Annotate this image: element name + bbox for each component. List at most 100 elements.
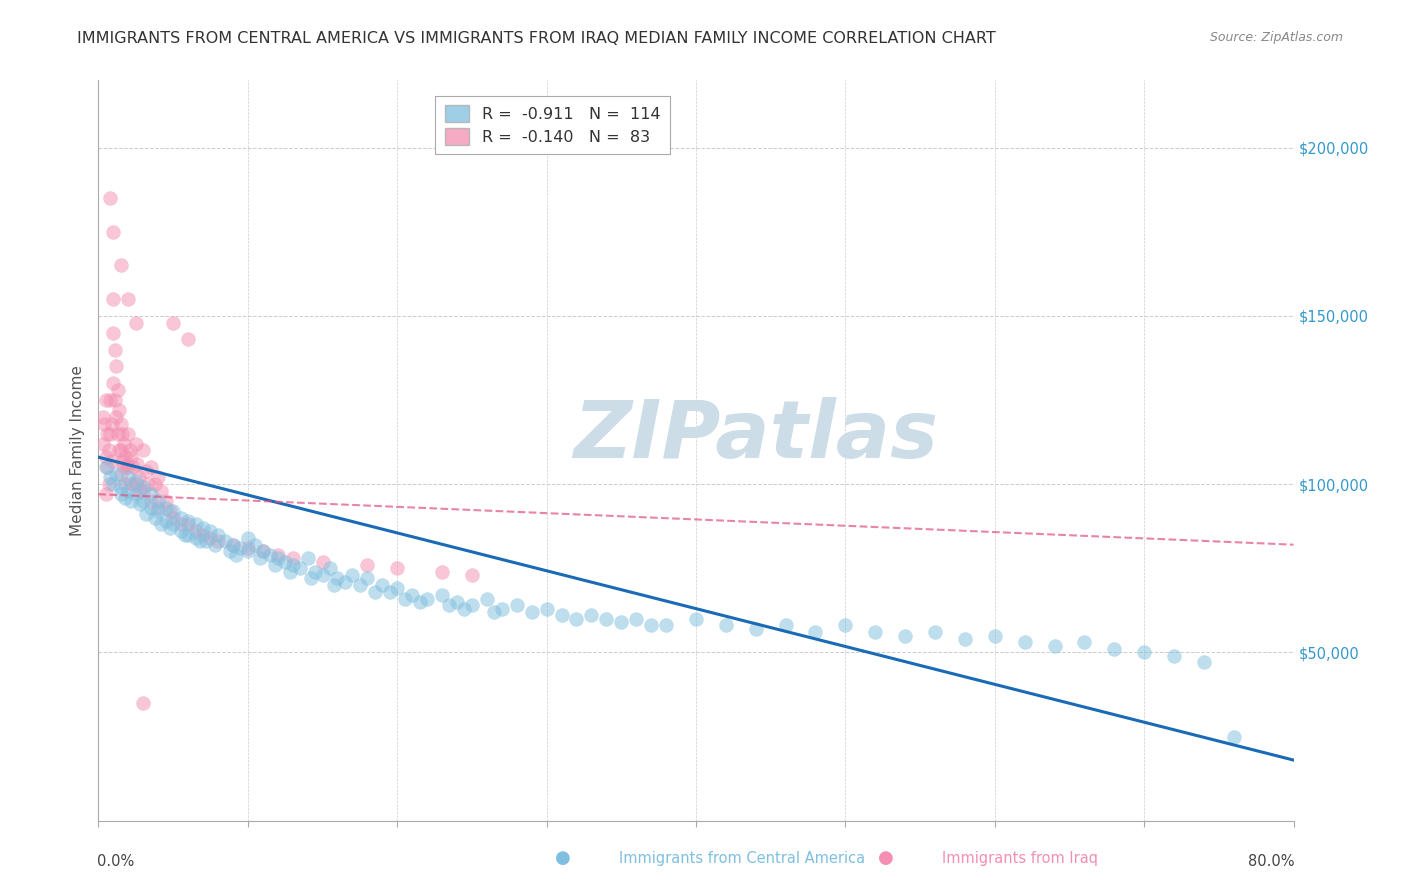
Point	[225, 548, 247, 562]
Point	[129, 497, 152, 511]
Point	[136, 477, 159, 491]
Point	[304, 565, 326, 579]
Point	[114, 450, 136, 465]
Point	[132, 443, 155, 458]
Point	[323, 578, 346, 592]
Point	[245, 538, 267, 552]
Point	[91, 436, 114, 450]
Point	[953, 632, 976, 646]
Point	[129, 483, 152, 498]
Point	[184, 524, 207, 539]
Point	[865, 625, 887, 640]
Point	[162, 504, 184, 518]
Point	[105, 359, 128, 374]
Point	[148, 494, 170, 508]
Point	[311, 568, 333, 582]
Point	[550, 608, 572, 623]
Y-axis label: Median Family Income: Median Family Income	[69, 365, 84, 536]
Point	[169, 524, 191, 539]
Point	[484, 605, 506, 619]
Point	[430, 565, 453, 579]
Point	[1014, 635, 1036, 649]
Point	[115, 457, 138, 471]
Point	[125, 487, 148, 501]
Text: Immigrants from Central America: Immigrants from Central America	[619, 851, 865, 865]
Point	[288, 561, 311, 575]
Point	[446, 595, 468, 609]
Point	[214, 534, 236, 549]
Point	[581, 608, 603, 623]
Point	[565, 612, 588, 626]
Point	[148, 500, 170, 515]
Point	[326, 571, 349, 585]
Point	[155, 500, 177, 515]
Point	[127, 457, 149, 471]
Point	[97, 477, 120, 491]
Point	[281, 558, 304, 572]
Point	[120, 477, 142, 491]
Point	[416, 591, 439, 606]
Legend: R =  -0.911   N =  114, R =  -0.140   N =  83: R = -0.911 N = 114, R = -0.140 N = 83	[436, 95, 669, 154]
Point	[108, 403, 131, 417]
Point	[249, 551, 271, 566]
Point	[112, 460, 135, 475]
Point	[610, 615, 633, 629]
Point	[94, 487, 117, 501]
Point	[125, 436, 148, 450]
Text: ●: ●	[554, 849, 571, 867]
Point	[117, 470, 139, 484]
Text: ●: ●	[877, 849, 894, 867]
Point	[894, 628, 917, 642]
Point	[108, 443, 131, 458]
Point	[207, 534, 229, 549]
Point	[155, 514, 177, 528]
Point	[155, 494, 177, 508]
Point	[204, 538, 226, 552]
Point	[111, 426, 134, 441]
Point	[159, 504, 181, 518]
Point	[128, 470, 150, 484]
Point	[356, 571, 378, 585]
Point	[91, 409, 114, 424]
Point	[439, 599, 461, 613]
Point	[236, 531, 259, 545]
Point	[195, 534, 218, 549]
Point	[94, 460, 117, 475]
Point	[139, 500, 162, 515]
Point	[96, 460, 118, 475]
Point	[139, 460, 162, 475]
Point	[120, 494, 142, 508]
Point	[104, 343, 127, 357]
Point	[150, 483, 173, 498]
Point	[103, 292, 125, 306]
Text: ZIPatlas: ZIPatlas	[574, 397, 938, 475]
Point	[506, 599, 529, 613]
Point	[184, 531, 207, 545]
Point	[259, 548, 281, 562]
Point	[110, 443, 132, 458]
Point	[98, 191, 122, 205]
Point	[107, 383, 129, 397]
Point	[430, 588, 453, 602]
Point	[278, 565, 301, 579]
Point	[132, 481, 155, 495]
Point	[1073, 635, 1095, 649]
Point	[117, 483, 139, 498]
Point	[394, 591, 416, 606]
Point	[333, 574, 356, 589]
Point	[1163, 648, 1185, 663]
Point	[103, 376, 125, 391]
Point	[188, 534, 211, 549]
Point	[94, 450, 117, 465]
Point	[685, 612, 707, 626]
Point	[132, 483, 155, 498]
Point	[110, 467, 132, 481]
Point	[118, 443, 141, 458]
Point	[97, 443, 120, 458]
Point	[655, 618, 678, 632]
Point	[96, 426, 118, 441]
Point	[281, 551, 304, 566]
Point	[385, 561, 409, 575]
Text: Immigrants from Iraq: Immigrants from Iraq	[942, 851, 1098, 865]
Point	[132, 494, 155, 508]
